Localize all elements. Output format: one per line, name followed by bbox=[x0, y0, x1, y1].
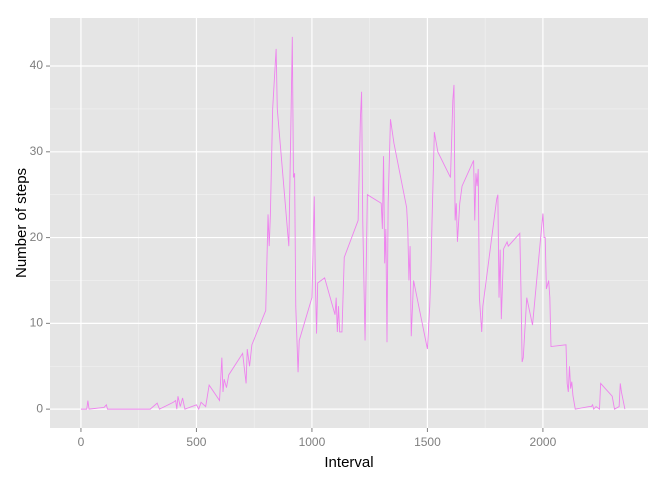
y-tick-label: 0 bbox=[36, 401, 43, 415]
x-tick-label: 1000 bbox=[299, 435, 326, 449]
x-tick-label: 2000 bbox=[530, 435, 557, 449]
x-tick-label: 0 bbox=[78, 435, 85, 449]
x-tick-label: 1500 bbox=[414, 435, 441, 449]
y-tick-label: 20 bbox=[30, 230, 44, 244]
x-tick-label: 500 bbox=[186, 435, 206, 449]
panel bbox=[50, 18, 648, 428]
series-line bbox=[80, 36, 626, 411]
y-tick-label: 10 bbox=[30, 316, 44, 330]
y-tick-label: 30 bbox=[30, 144, 44, 158]
y-tick-label: 40 bbox=[30, 58, 44, 72]
x-axis-title: Interval bbox=[324, 454, 373, 471]
y-axis-title: Number of steps bbox=[13, 168, 30, 278]
